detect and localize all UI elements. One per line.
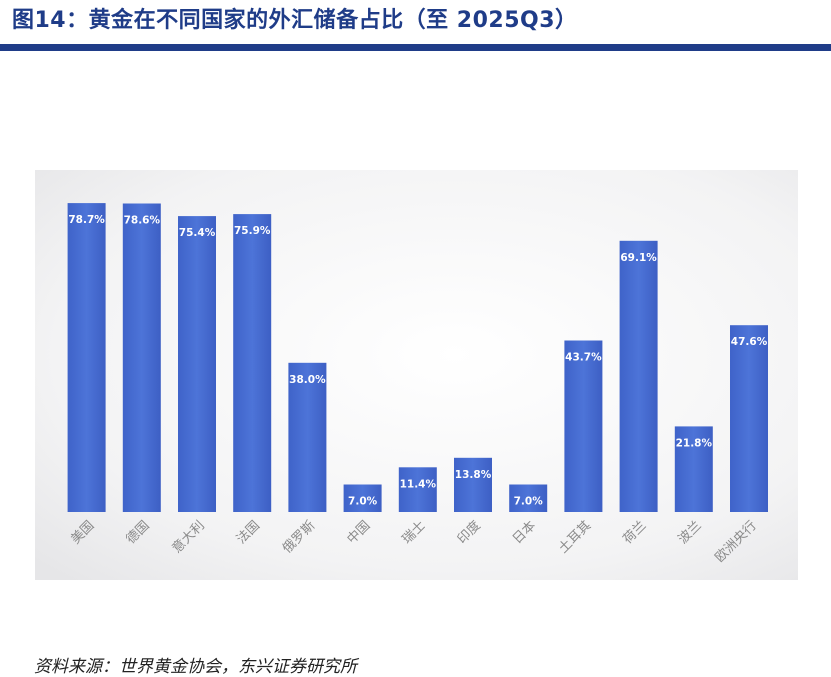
bar-value-label-9: 43.7% [565,352,602,364]
page-title: 图14：黄金在不同国家的外汇储备占比（至 2025Q3） [12,8,578,33]
bar-3 [233,214,272,512]
title-divider [0,44,831,51]
bar-chart: 78.7% 78.6% 75.4% 75.9% 38.0% 7.0% 11.4% 13.8% 7… [35,170,798,580]
bar-value-label-12: 47.6% [731,336,768,348]
bar-4 [288,362,327,512]
bar-5 [343,484,382,512]
bar-value-label-6: 11.4% [400,478,437,490]
bar-8 [509,484,548,512]
bar-1 [122,203,161,512]
bar-11 [674,426,713,512]
bar-value-label-8: 7.0% [514,496,544,508]
bar-value-label-1: 78.6% [124,215,161,227]
bar-value-label-5: 7.0% [348,496,378,508]
bar-7 [454,457,492,512]
bar-6 [398,467,437,512]
bar-value-label-7: 13.8% [455,469,492,481]
bar-10 [619,240,658,513]
bar-value-label-2: 75.4% [179,227,216,239]
bar-value-label-11: 21.8% [676,437,713,449]
bar-value-label-4: 38.0% [289,374,326,386]
bar-value-label-0: 78.7% [68,214,105,226]
bar-2 [178,216,216,512]
bar-12 [730,325,768,512]
bar-value-label-10: 69.1% [620,252,657,264]
bar-value-label-3: 75.9% [234,225,271,237]
source-note: 资料来源：世界黄金协会，东兴证券研究所 [34,657,357,677]
bar-9 [564,340,603,512]
bar-0 [67,203,106,512]
bar-chart-svg: 78.7% 78.6% 75.4% 75.9% 38.0% 7.0% 11.4% 13.8% 7… [35,170,798,580]
